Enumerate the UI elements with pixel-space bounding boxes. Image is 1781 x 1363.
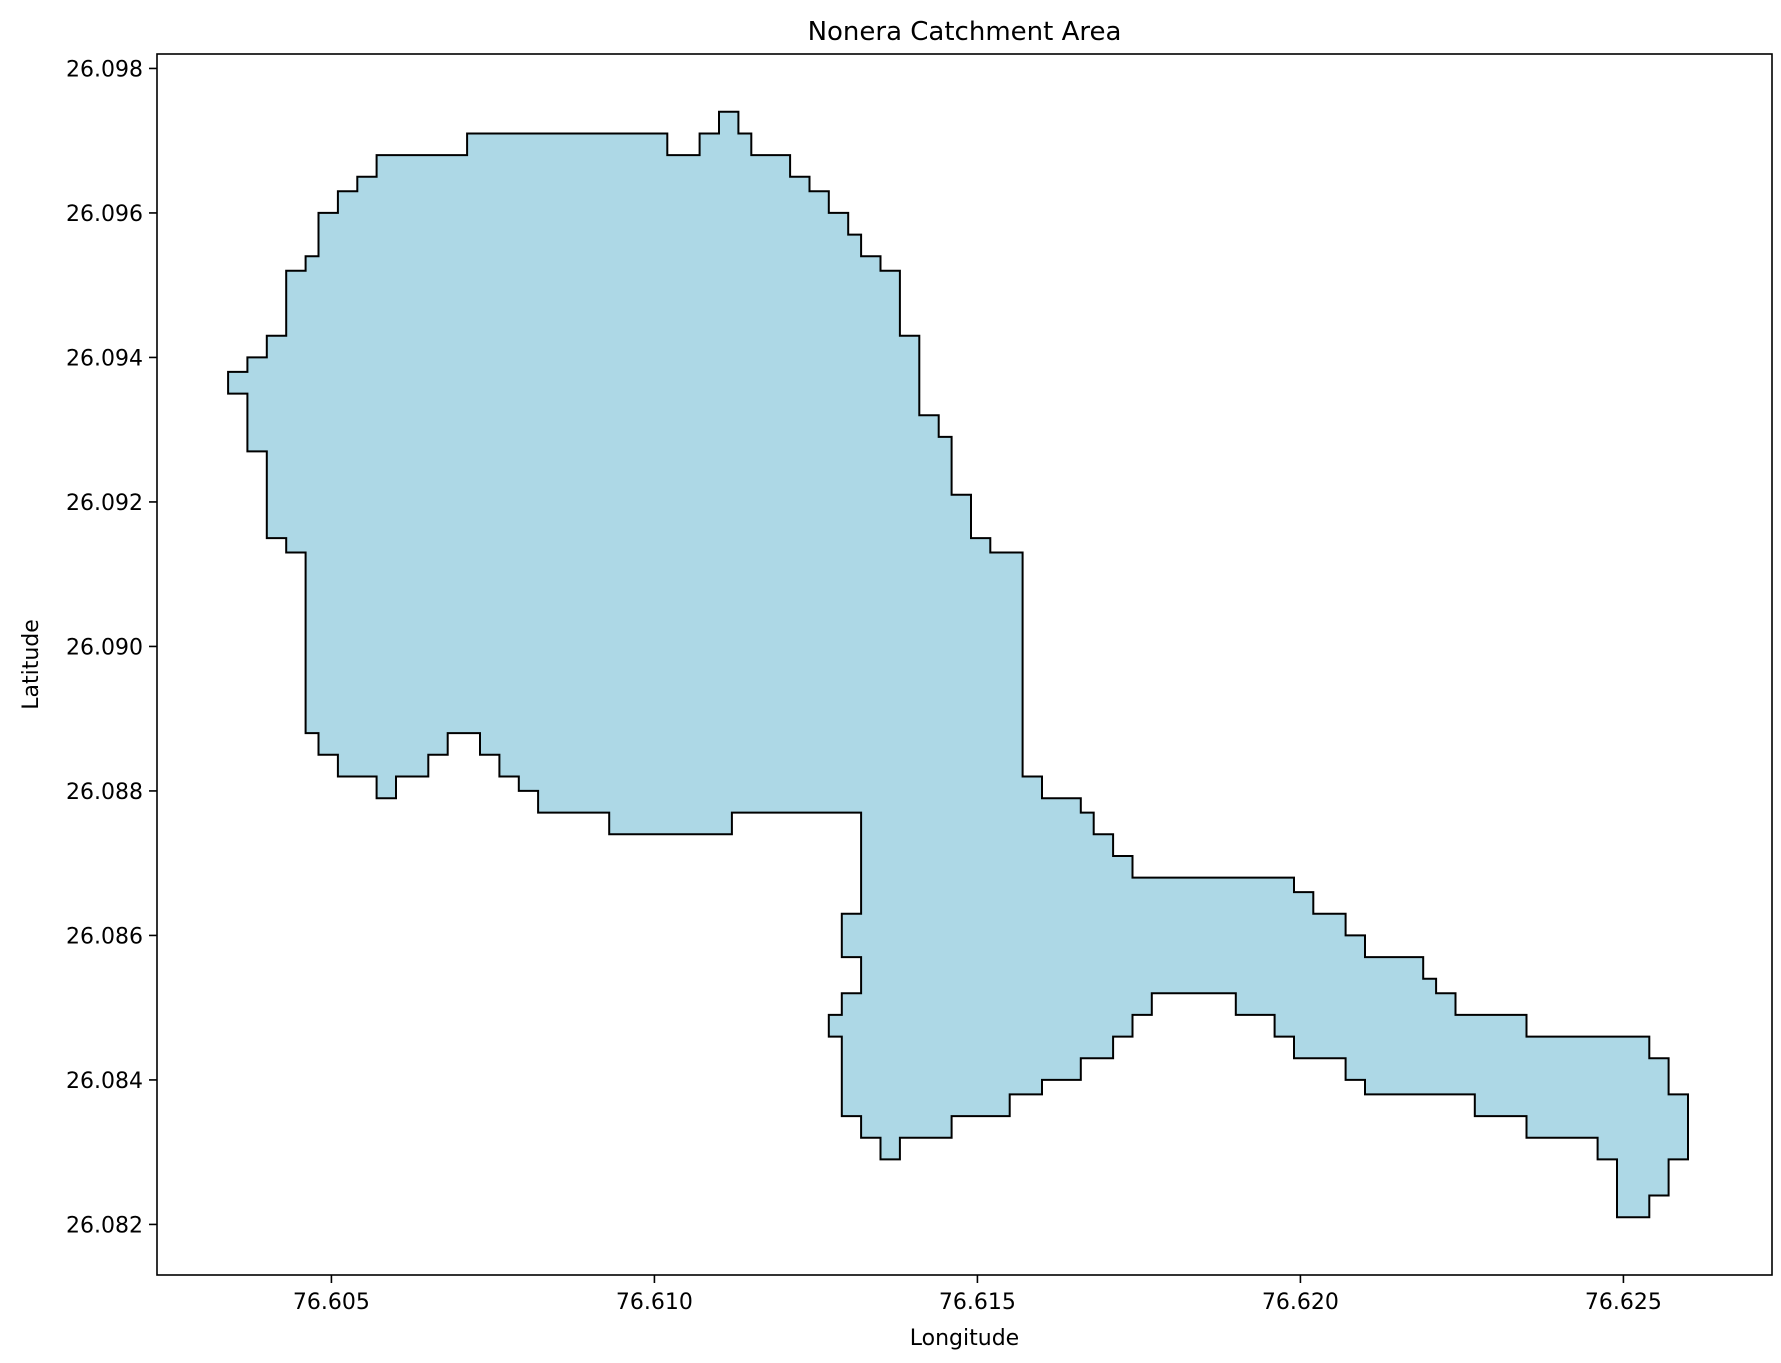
y-tick-label: 26.094	[66, 346, 143, 371]
y-axis-label: Latitude	[19, 619, 44, 710]
x-tick-label: 76.615	[939, 1290, 1016, 1315]
x-tick-label: 76.625	[1585, 1290, 1662, 1315]
y-tick-label: 26.086	[66, 924, 143, 949]
chart-title: Nonera Catchment Area	[808, 17, 1122, 47]
plot-content	[227, 110, 1689, 1219]
y-tick-label: 26.096	[66, 202, 143, 227]
y-tick-label: 26.084	[66, 1069, 143, 1094]
x-axis-ticks: 76.605 76.610 76.615 76.620 76.625	[293, 1275, 1662, 1315]
y-tick-label: 26.082	[66, 1213, 143, 1238]
y-tick-label: 26.090	[66, 635, 143, 660]
x-tick-label: 76.620	[1262, 1290, 1339, 1315]
x-tick-label: 76.610	[616, 1290, 693, 1315]
axes-frame	[156, 53, 1773, 1276]
y-tick-label: 26.098	[66, 57, 143, 82]
x-tick-label: 76.605	[293, 1290, 370, 1315]
y-axis-ticks: 26.082 26.084 26.086 26.088 26.090 26.092 26.0…	[66, 57, 157, 1238]
catchment-polygon	[227, 110, 1689, 1219]
y-tick-label: 26.088	[66, 780, 143, 805]
y-tick-label: 26.092	[66, 491, 143, 516]
x-axis-label: Longitude	[910, 1326, 1019, 1351]
